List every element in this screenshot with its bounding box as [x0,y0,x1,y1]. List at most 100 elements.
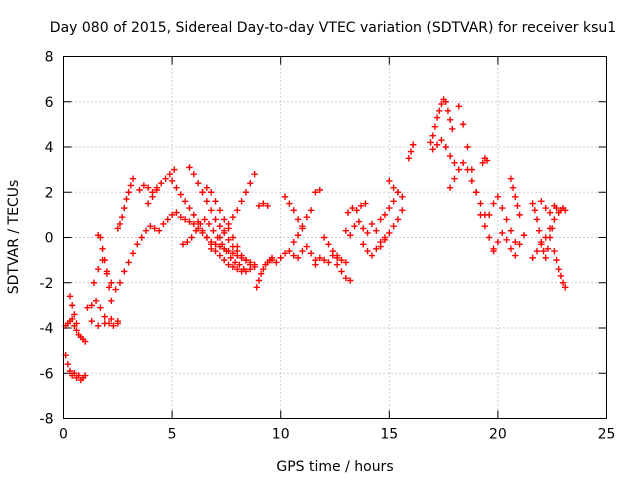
data-point [173,209,180,216]
data-point [177,191,184,198]
series-s17 [199,184,241,250]
data-point [286,247,293,255]
data-point [216,252,224,259]
data-point [212,247,219,255]
data-point [520,232,528,239]
data-point [177,213,184,221]
data-point [201,216,208,223]
data-point [260,265,267,273]
data-point [386,229,393,237]
data-point [234,265,241,273]
data-point [255,277,263,284]
data-point [446,152,454,160]
series-s16 [207,170,258,253]
data-point [512,252,519,259]
data-point [303,243,310,250]
data-point [203,198,211,205]
data-point [108,315,115,323]
y-axis-label: SDTVAR / TECUs [6,180,22,295]
data-point [357,202,365,210]
x-tick-label: 10 [272,427,290,443]
data-point [320,234,328,241]
grid-lines [63,56,607,419]
axis-ticks: 0 5 10 15 20 25 -8 -6 -4 -2 0 2 4 6 8 [40,50,616,443]
data-point [145,200,152,207]
data-point [108,279,115,286]
data-point [325,241,332,248]
series-s08 [114,175,137,232]
data-point [446,116,454,124]
series-s37 [479,155,491,167]
data-point [320,256,328,264]
data-point [207,245,215,253]
data-point [427,139,434,146]
data-point [101,320,108,327]
data-point [559,279,567,286]
data-point [229,250,237,257]
data-point [344,209,352,216]
data-point [442,143,449,151]
data-point [125,189,132,196]
data-point [129,250,137,257]
data-point [446,184,454,191]
data-point [390,198,397,205]
data-point [386,177,393,185]
x-tick-label: 5 [168,427,177,443]
data-point [273,259,280,266]
data-point [68,302,76,309]
data-point [342,275,350,282]
series-s36 [455,103,497,253]
series-s31 [386,177,406,200]
data-point [362,200,369,207]
data-point [529,200,536,207]
data-point [349,204,356,212]
data-point [551,247,558,255]
data-point [360,225,367,232]
data-point [486,234,493,241]
series-s45 [553,204,569,216]
data-point [88,318,95,325]
data-point [82,372,89,379]
data-point [438,137,445,144]
data-point [429,146,436,153]
data-point [257,270,265,277]
data-point [140,182,148,189]
y-tick-label: -2 [40,276,54,292]
data-point [205,220,213,228]
data-point [333,261,341,268]
data-point [433,114,441,121]
data-point [399,193,406,200]
data-point [542,254,549,262]
data-point [386,204,393,212]
series-s39 [490,229,528,259]
y-tick-label: -8 [40,412,54,428]
data-point [338,256,345,264]
data-point [212,198,219,205]
data-point [149,193,156,200]
data-point [95,322,102,329]
data-point [114,225,121,232]
data-point [368,252,376,259]
data-point [438,100,445,108]
data-point [442,98,449,105]
data-point [88,302,95,309]
data-point [229,263,237,271]
data-point [231,259,239,266]
data-point [360,241,367,248]
data-point [407,148,415,155]
data-point [451,175,458,182]
y-tick-label: -4 [40,321,54,337]
data-point [516,211,523,219]
data-point [197,220,204,228]
data-point [562,207,569,214]
data-point [542,234,549,241]
data-point [238,198,245,205]
y-tick-label: 0 [45,231,54,247]
data-point [329,247,337,255]
data-point [494,238,502,246]
data-point [212,216,219,223]
series-s01 [62,351,89,384]
data-point [544,245,552,253]
data-point [116,220,124,228]
series-s03 [66,293,80,327]
